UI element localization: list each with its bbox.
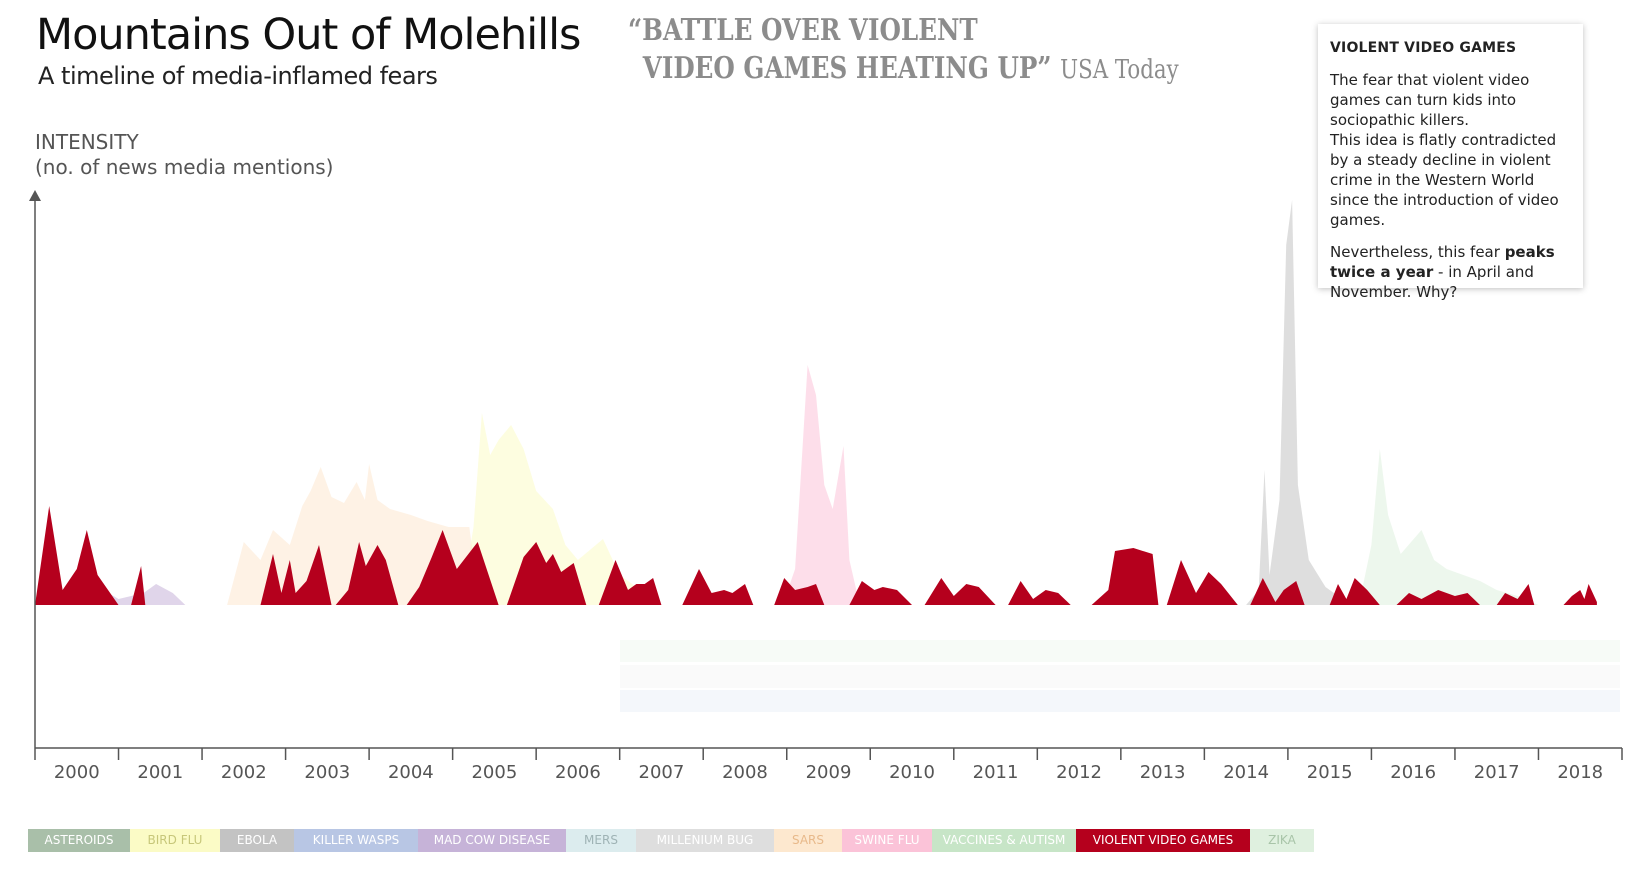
series-layer: [35, 200, 1597, 605]
x-tick-label-2005: 2005: [471, 762, 517, 783]
x-tick-label-2001: 2001: [137, 762, 183, 783]
x-axis-ticks: 2000 2001 2002 2003 2004 2005 2006 2007 2008 2009…: [34, 748, 1623, 783]
y-axis-label-line-1: INTENSITY: [35, 130, 139, 154]
x-tick-label-2015: 2015: [1307, 762, 1353, 783]
background-decor: [620, 640, 1620, 712]
x-tick-label-2018: 2018: [1557, 762, 1603, 783]
info-box-heading: VIOLENT VIDEO GAMES: [1330, 40, 1517, 56]
legend-item-zika[interactable]: ZIKA: [1250, 829, 1314, 852]
info-box-bold: peaks twice a year: [1330, 243, 1555, 281]
legend-item-killer-wasps[interactable]: KILLER WASPS: [294, 829, 418, 852]
legend-item-vaccines-autism[interactable]: VACCINES & AUTISM: [932, 829, 1076, 852]
y-axis-label-line-2: (no. of news media mentions): [35, 155, 334, 179]
background-band-0: [620, 640, 1620, 662]
legend-item-swine-flu[interactable]: SWINE FLU: [842, 829, 932, 852]
series-area-swine-flu: [782, 365, 862, 605]
x-tick-label-2010: 2010: [889, 762, 935, 783]
series-area-ebola: [1246, 200, 1355, 605]
info-box: VIOLENT VIDEO GAMES The fear that violen…: [1318, 24, 1583, 301]
chart-title: Mountains Out of Molehills: [36, 10, 581, 60]
legend-item-ebola[interactable]: EBOLA: [220, 829, 294, 852]
info-box-paragraph-3: Nevertheless, this fear peaks twice a ye…: [1330, 242, 1571, 302]
x-tick-label-2007: 2007: [639, 762, 685, 783]
info-box-text: Nevertheless, this fear: [1330, 243, 1505, 261]
x-tick-label-2017: 2017: [1474, 762, 1520, 783]
x-tick-label-2002: 2002: [221, 762, 267, 783]
x-tick-label-2009: 2009: [806, 762, 852, 783]
background-band-2: [620, 690, 1620, 712]
legend-item-mad-cow-disease[interactable]: MAD COW DISEASE: [418, 829, 566, 852]
x-tick-label-2014: 2014: [1223, 762, 1269, 783]
legend-item-bird-flu[interactable]: BIRD FLU: [130, 829, 220, 852]
x-tick-label-2004: 2004: [388, 762, 434, 783]
x-tick-label-2012: 2012: [1056, 762, 1102, 783]
y-axis-arrow: [29, 190, 41, 201]
headline-quote: “BATTLE OVER VIOLENT VIDEO GAMES HEATING…: [628, 12, 1179, 89]
info-box-text-end: - in April and November. Why?: [1330, 263, 1534, 301]
legend: ASTEROIDS BIRD FLU EBOLA KILLER WASPS MAD CO…: [28, 829, 1314, 852]
series-area-bird-flu: [461, 413, 662, 605]
x-tick-label-2006: 2006: [555, 762, 601, 783]
quote-line-2: VIDEO GAMES HEATING UP” USA Today: [628, 50, 1179, 89]
x-tick-label-2008: 2008: [722, 762, 768, 783]
background-band-1: [620, 665, 1620, 688]
info-box-paragraph-2: This idea is flatly contradicted by a st…: [1330, 131, 1559, 229]
legend-item-violent-video-games[interactable]: VIOLENT VIDEO GAMES: [1076, 829, 1250, 852]
series-area-violent-video-games: [35, 506, 1597, 605]
quote-line-2-text: VIDEO GAMES HEATING UP”: [642, 51, 1052, 86]
axes-layer: [29, 190, 1622, 749]
x-tick-label-2016: 2016: [1390, 762, 1436, 783]
quote-source: USA Today: [1060, 55, 1179, 85]
legend-item-millenium-bug[interactable]: MILLENIUM BUG: [636, 829, 774, 852]
legend-item-asteroids[interactable]: ASTEROIDS: [28, 829, 130, 852]
chart-subtitle: A timeline of media-inflamed fears: [38, 62, 438, 90]
quote-line-1: “BATTLE OVER VIOLENT: [628, 13, 978, 48]
y-axis-label: INTENSITY (no. of news media mentions): [35, 130, 333, 180]
series-area-zika: [1358, 449, 1539, 605]
legend-item-sars[interactable]: SARS: [774, 829, 842, 852]
x-tick-label-2011: 2011: [973, 762, 1019, 783]
x-tick-label-2013: 2013: [1140, 762, 1186, 783]
info-box-paragraph-1: The fear that violent video games can tu…: [1330, 71, 1530, 129]
x-tick-label-2003: 2003: [304, 762, 350, 783]
legend-item-mers[interactable]: MERS: [566, 829, 636, 852]
x-tick-label-2000: 2000: [54, 762, 100, 783]
